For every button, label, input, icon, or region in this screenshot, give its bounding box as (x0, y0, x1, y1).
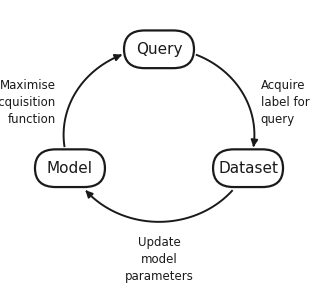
FancyBboxPatch shape (35, 149, 105, 187)
FancyBboxPatch shape (124, 30, 194, 68)
Text: Update
model
parameters: Update model parameters (125, 236, 193, 283)
Text: Query: Query (136, 42, 182, 57)
Text: Acquire
label for
query: Acquire label for query (261, 79, 309, 126)
Text: Maximise
acquisition
function: Maximise acquisition function (0, 79, 56, 126)
Text: Dataset: Dataset (218, 161, 278, 176)
Text: Model: Model (47, 161, 93, 176)
FancyBboxPatch shape (213, 149, 283, 187)
